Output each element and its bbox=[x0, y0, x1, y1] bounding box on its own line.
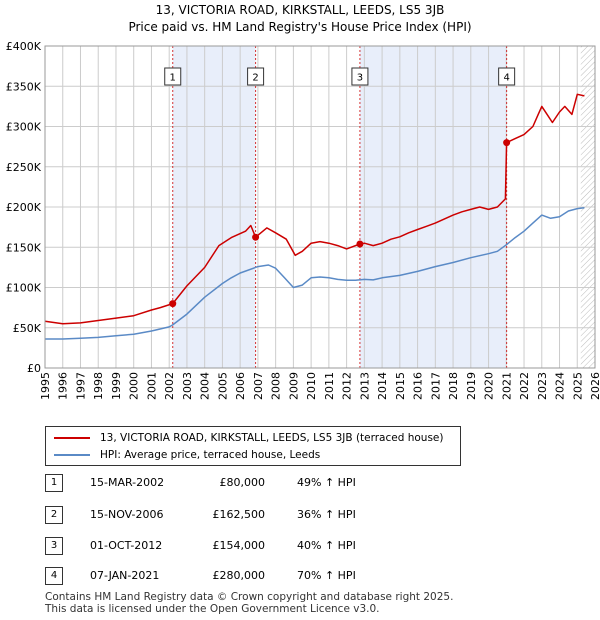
sale-point bbox=[252, 233, 260, 241]
sale-number-badge: 2 bbox=[45, 506, 63, 524]
x-tick-label: 2002 bbox=[163, 372, 176, 400]
sale-date: 15-MAR-2002 bbox=[90, 476, 165, 489]
x-tick-label: 2001 bbox=[145, 372, 158, 400]
sale-price: £280,000 bbox=[212, 569, 266, 582]
sale-point bbox=[169, 300, 177, 308]
x-tick-label: 2019 bbox=[465, 372, 478, 400]
sale-marker-label: 1 bbox=[170, 73, 176, 84]
x-tick-label: 2013 bbox=[358, 372, 371, 400]
sale-point bbox=[356, 240, 364, 248]
series-line bbox=[45, 207, 585, 340]
y-tick-label: £100K bbox=[6, 282, 42, 295]
x-tick-label: 2008 bbox=[270, 372, 283, 400]
y-tick-label: £150K bbox=[6, 241, 42, 254]
sale-marker-label: 4 bbox=[503, 73, 509, 84]
x-tick-label: 2006 bbox=[234, 372, 247, 400]
sale-marker-box bbox=[351, 67, 369, 86]
sale-number-badge: 1 bbox=[45, 474, 63, 492]
sale-price: £162,500 bbox=[212, 508, 266, 521]
x-tick-label: 1995 bbox=[39, 372, 52, 400]
x-tick-label: 1997 bbox=[74, 372, 87, 400]
sale-date: 07-JAN-2021 bbox=[90, 569, 160, 582]
sale-date: 01-OCT-2012 bbox=[90, 539, 163, 552]
x-tick-label: 2026 bbox=[589, 372, 600, 400]
sale-number-badge: 4 bbox=[45, 567, 63, 585]
sale-date: 15-NOV-2006 bbox=[90, 508, 164, 521]
legend-swatch-hpi bbox=[54, 454, 90, 456]
x-tick-label: 2007 bbox=[252, 372, 265, 400]
legend-item-property: 13, VICTORIA ROAD, KIRKSTALL, LEEDS, LS5… bbox=[54, 430, 444, 446]
chart-legend: 13, VICTORIA ROAD, KIRKSTALL, LEEDS, LS5… bbox=[45, 426, 461, 466]
x-tick-label: 2024 bbox=[554, 372, 567, 400]
footer-line: This data is licensed under the Open Gov… bbox=[45, 603, 380, 615]
x-tick-label: 2011 bbox=[323, 372, 336, 400]
x-tick-label: 2025 bbox=[571, 372, 584, 400]
series-line bbox=[44, 93, 585, 325]
sale-marker-label: 3 bbox=[357, 73, 363, 84]
x-tick-label: 2010 bbox=[305, 372, 318, 400]
x-tick-label: 2017 bbox=[429, 372, 442, 400]
sale-marker-label: 2 bbox=[252, 73, 258, 84]
footer-attribution: Contains HM Land Registry data © Crown c… bbox=[45, 591, 453, 615]
sale-hpi-change: 36% ↑ HPI bbox=[297, 508, 356, 521]
x-tick-label: 2009 bbox=[287, 372, 300, 400]
y-tick-label: £50K bbox=[13, 322, 42, 335]
x-tick-label: 2004 bbox=[199, 372, 212, 400]
legend-swatch-property bbox=[54, 437, 90, 439]
sale-marker-box bbox=[164, 67, 182, 86]
chart-subtitle: Price paid vs. HM Land Registry's House … bbox=[128, 20, 472, 34]
footer-line: Contains HM Land Registry data © Crown c… bbox=[45, 591, 454, 603]
x-tick-label: 2022 bbox=[518, 372, 531, 400]
sale-price: £80,000 bbox=[219, 476, 266, 489]
legend-label-property: 13, VICTORIA ROAD, KIRKSTALL, LEEDS, LS5… bbox=[100, 432, 444, 444]
y-tick-label: £200K bbox=[6, 201, 42, 214]
x-tick-label: 1996 bbox=[57, 372, 70, 400]
y-tick-label: £0 bbox=[27, 362, 41, 375]
sale-hpi-change: 49% ↑ HPI bbox=[297, 476, 356, 489]
sale-price: £154,000 bbox=[212, 539, 266, 552]
x-tick-label: 2020 bbox=[483, 372, 496, 400]
sale-marker-box bbox=[498, 67, 516, 86]
price-chart: 1 2 3 4 £0 £50K £100K £150K £200K £250K £300K £350… bbox=[6, 40, 600, 400]
x-tick-label: 1999 bbox=[110, 372, 123, 400]
x-tick-label: 2018 bbox=[447, 372, 460, 400]
sale-number-badge: 3 bbox=[45, 537, 63, 555]
plot-frame bbox=[44, 45, 596, 369]
sale-marker-box bbox=[247, 67, 265, 86]
y-tick-label: £250K bbox=[6, 161, 42, 174]
x-tick-label: 2005 bbox=[216, 372, 229, 400]
sale-hpi-change: 70% ↑ HPI bbox=[297, 569, 356, 582]
legend-label-hpi: HPI: Average price, terraced house, Leed… bbox=[100, 449, 321, 461]
sale-point bbox=[503, 139, 511, 147]
x-tick-label: 2012 bbox=[341, 372, 354, 400]
y-tick-label: £400K bbox=[6, 40, 42, 53]
x-tick-label: 2021 bbox=[500, 372, 513, 400]
y-tick-label: £350K bbox=[6, 80, 42, 93]
chart-title: 13, VICTORIA ROAD, KIRKSTALL, LEEDS, LS5… bbox=[155, 3, 445, 17]
x-tick-label: 2003 bbox=[181, 372, 194, 400]
y-tick-label: £300K bbox=[6, 121, 42, 134]
x-tick-label: 1998 bbox=[92, 372, 105, 400]
x-tick-label: 2016 bbox=[412, 372, 425, 400]
x-tick-label: 2015 bbox=[394, 372, 407, 400]
x-tick-label: 2014 bbox=[376, 372, 389, 400]
sale-hpi-change: 40% ↑ HPI bbox=[297, 539, 356, 552]
x-tick-label: 2000 bbox=[128, 372, 141, 400]
legend-item-hpi: HPI: Average price, terraced house, Leed… bbox=[54, 447, 320, 463]
x-tick-label: 2023 bbox=[536, 372, 549, 400]
